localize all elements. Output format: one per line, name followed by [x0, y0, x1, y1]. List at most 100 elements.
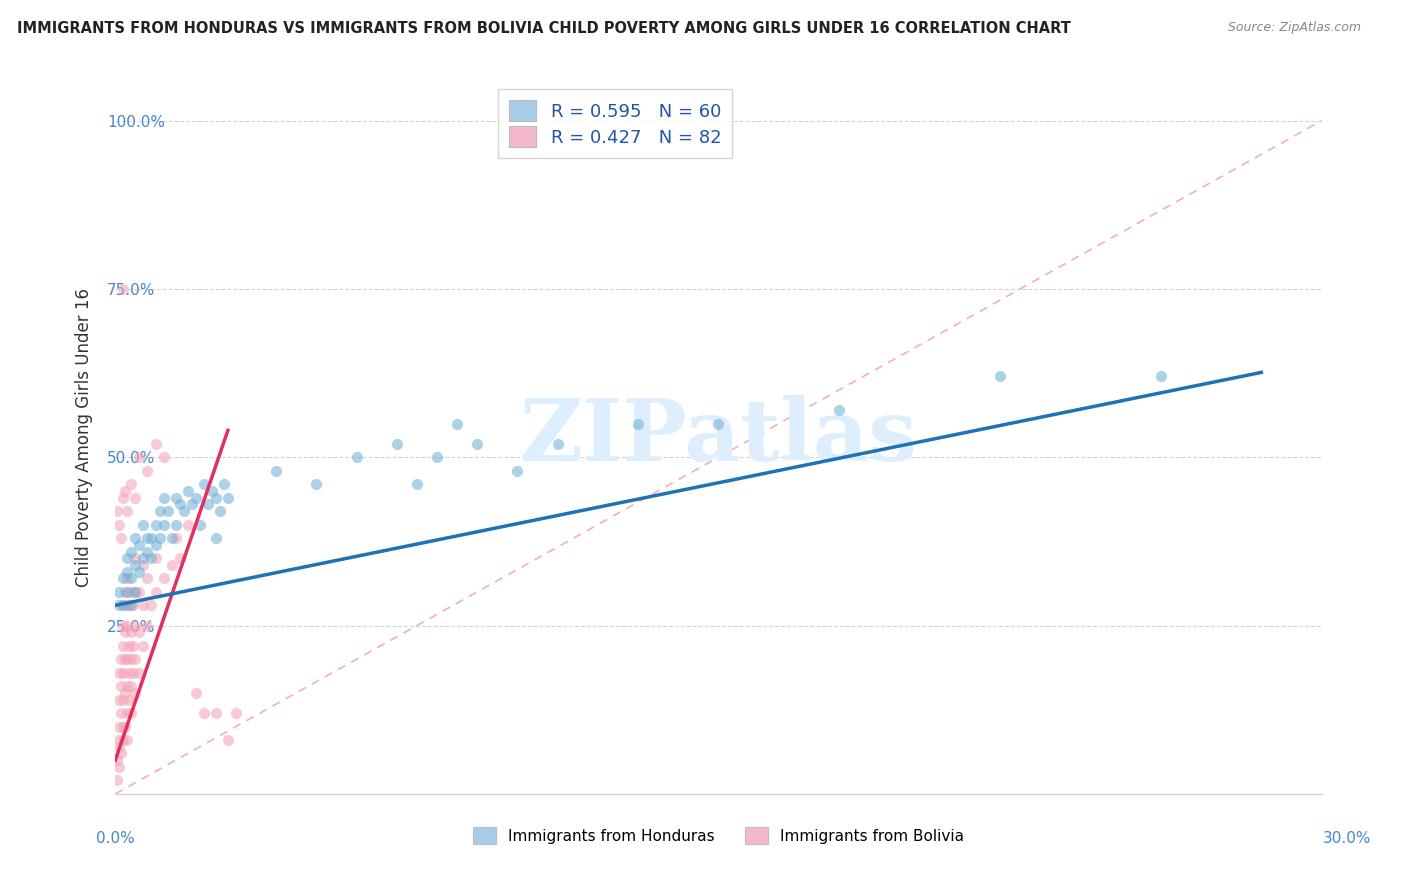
Point	[124, 652, 146, 666]
Point	[117, 599, 139, 613]
Point	[136, 544, 159, 558]
Legend: Immigrants from Honduras, Immigrants from Bolivia: Immigrants from Honduras, Immigrants fro…	[467, 821, 970, 850]
Point	[627, 417, 650, 431]
Point	[124, 491, 146, 505]
Y-axis label: Child Poverty Among Girls Under 16: Child Poverty Among Girls Under 16	[75, 287, 93, 587]
Point	[108, 585, 131, 599]
Point	[152, 491, 174, 505]
Point	[426, 450, 449, 465]
Point	[132, 558, 155, 572]
Point	[120, 571, 142, 585]
Point	[988, 369, 1011, 384]
Point	[152, 517, 174, 532]
Point	[165, 491, 187, 505]
Point	[184, 491, 207, 505]
Point	[112, 599, 135, 613]
Point	[124, 558, 146, 572]
Point	[108, 599, 131, 613]
Text: Source: ZipAtlas.com: Source: ZipAtlas.com	[1227, 21, 1361, 34]
Point	[346, 450, 368, 465]
Point	[136, 531, 159, 545]
Point	[707, 417, 730, 431]
Point	[108, 720, 131, 734]
Point	[446, 417, 468, 431]
Point	[124, 585, 146, 599]
Point	[145, 538, 167, 552]
Point	[217, 491, 239, 505]
Point	[124, 686, 146, 700]
Point	[506, 464, 529, 478]
Point	[132, 639, 155, 653]
Point	[110, 652, 132, 666]
Point	[118, 665, 141, 680]
Point	[108, 760, 131, 774]
Point	[152, 571, 174, 585]
Point	[117, 504, 139, 518]
Point	[385, 437, 408, 451]
Point	[122, 639, 145, 653]
Point	[118, 692, 141, 706]
Point	[156, 504, 179, 518]
Point	[110, 679, 132, 693]
Point	[117, 571, 139, 585]
Text: IMMIGRANTS FROM HONDURAS VS IMMIGRANTS FROM BOLIVIA CHILD POVERTY AMONG GIRLS UN: IMMIGRANTS FROM HONDURAS VS IMMIGRANTS F…	[17, 21, 1071, 36]
Point	[217, 733, 239, 747]
Point	[122, 665, 145, 680]
Point	[1150, 369, 1173, 384]
Point	[110, 531, 132, 545]
Point	[112, 491, 135, 505]
Point	[110, 706, 132, 720]
Point	[141, 551, 163, 566]
Point	[112, 599, 135, 613]
Point	[406, 477, 429, 491]
Point	[193, 477, 215, 491]
Point	[132, 599, 155, 613]
Point	[136, 618, 159, 632]
Point	[114, 652, 136, 666]
Point	[145, 585, 167, 599]
Point	[160, 531, 183, 545]
Point	[107, 733, 129, 747]
Point	[105, 773, 128, 788]
Point	[114, 720, 136, 734]
Point	[120, 477, 142, 491]
Point	[180, 497, 202, 511]
Point	[120, 585, 142, 599]
Point	[117, 618, 139, 632]
Point	[547, 437, 569, 451]
Point	[173, 504, 195, 518]
Point	[114, 483, 136, 498]
Point	[124, 531, 146, 545]
Point	[132, 551, 155, 566]
Point	[148, 531, 170, 545]
Point	[110, 747, 132, 761]
Point	[112, 733, 135, 747]
Text: 30.0%: 30.0%	[1323, 831, 1371, 846]
Point	[124, 551, 146, 566]
Text: ZIPatlas: ZIPatlas	[519, 395, 918, 479]
Point	[112, 665, 135, 680]
Point	[105, 753, 128, 767]
Point	[114, 585, 136, 599]
Point	[112, 282, 135, 296]
Point	[108, 665, 131, 680]
Point	[212, 477, 235, 491]
Point	[205, 706, 228, 720]
Point	[117, 706, 139, 720]
Point	[176, 517, 198, 532]
Point	[136, 464, 159, 478]
Point	[117, 551, 139, 566]
Point	[136, 571, 159, 585]
Point	[160, 558, 183, 572]
Point	[117, 565, 139, 579]
Point	[193, 706, 215, 720]
Point	[120, 706, 142, 720]
Point	[120, 625, 142, 640]
Point	[114, 686, 136, 700]
Point	[124, 585, 146, 599]
Point	[141, 531, 163, 545]
Point	[188, 517, 211, 532]
Point	[128, 665, 150, 680]
Point	[114, 625, 136, 640]
Point	[108, 739, 131, 754]
